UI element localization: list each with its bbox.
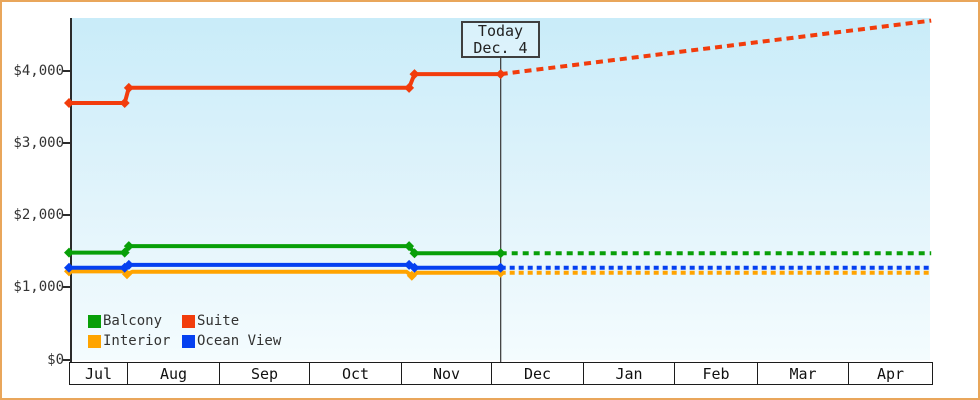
- data-point-marker: [64, 247, 74, 258]
- data-point-marker: [119, 247, 130, 258]
- data-point-marker: [123, 259, 134, 270]
- data-point-marker: [64, 262, 74, 273]
- y-axis-tick: [63, 141, 71, 144]
- y-axis-tick: [63, 286, 71, 289]
- data-point-marker: [406, 270, 417, 281]
- data-point-marker: [404, 241, 415, 252]
- legend-item-balcony: Balcony: [88, 311, 182, 331]
- series-line: [69, 269, 501, 279]
- x-axis-month-cell: Oct: [309, 362, 402, 385]
- x-axis-month-cell: Nov: [401, 362, 492, 385]
- series-line: [69, 262, 501, 270]
- data-point-marker: [495, 262, 506, 273]
- interior-swatch-icon: [88, 334, 101, 348]
- y-axis-tick-label: $4,000: [13, 62, 64, 79]
- today-date: Dec. 4: [473, 38, 528, 57]
- legend-item-suite: Suite: [182, 311, 281, 331]
- y-axis-tick: [63, 358, 71, 361]
- data-point-marker: [409, 248, 420, 259]
- series-line: [69, 244, 501, 256]
- legend: Balcony Suite Interior Ocean View: [88, 311, 281, 351]
- legend-item-ocean-view: Ocean View: [182, 331, 281, 351]
- legend-label: Suite: [197, 313, 240, 329]
- x-axis-month-cell: Apr: [848, 362, 933, 385]
- y-axis-tick-label: $1,000: [13, 279, 64, 296]
- data-point-marker: [123, 241, 134, 252]
- y-axis-tick: [63, 214, 71, 216]
- data-point-marker: [404, 82, 415, 93]
- series-line: [69, 72, 501, 105]
- y-axis-tick: [63, 69, 71, 72]
- balcony-swatch-icon: [88, 314, 101, 328]
- y-axis-tick-label: $3,000: [13, 134, 64, 151]
- y-axis-tick-label: $2,000: [13, 207, 64, 223]
- data-point-marker: [495, 267, 506, 278]
- today-label: Today: [477, 21, 524, 40]
- series-forecast-line: [500, 18, 932, 77]
- today-marker-box: Today Dec. 4: [461, 21, 540, 58]
- data-point-marker: [119, 98, 130, 109]
- data-point-marker: [64, 98, 74, 109]
- ocean-view-swatch-icon: [182, 334, 195, 348]
- x-axis-month-cell: Feb: [674, 362, 758, 385]
- x-axis-month-cell: Jan: [583, 362, 675, 385]
- data-point-marker: [495, 248, 506, 259]
- x-axis-month-cell: Jul: [69, 362, 128, 385]
- legend-label: Interior: [103, 333, 171, 349]
- suite-swatch-icon: [182, 314, 195, 328]
- legend-label: Balcony: [103, 313, 163, 329]
- data-point-marker: [409, 262, 420, 273]
- x-axis-month-cell: Sep: [219, 362, 310, 385]
- data-point-marker: [495, 69, 506, 80]
- data-point-marker: [123, 82, 134, 93]
- data-point-marker: [409, 69, 420, 80]
- y-axis-line: [70, 18, 72, 362]
- y-axis-tick-label: $0: [47, 351, 64, 368]
- legend-label: Ocean View: [197, 333, 282, 349]
- legend-item-interior: Interior: [88, 331, 182, 351]
- x-axis-month-cell: Mar: [757, 362, 849, 385]
